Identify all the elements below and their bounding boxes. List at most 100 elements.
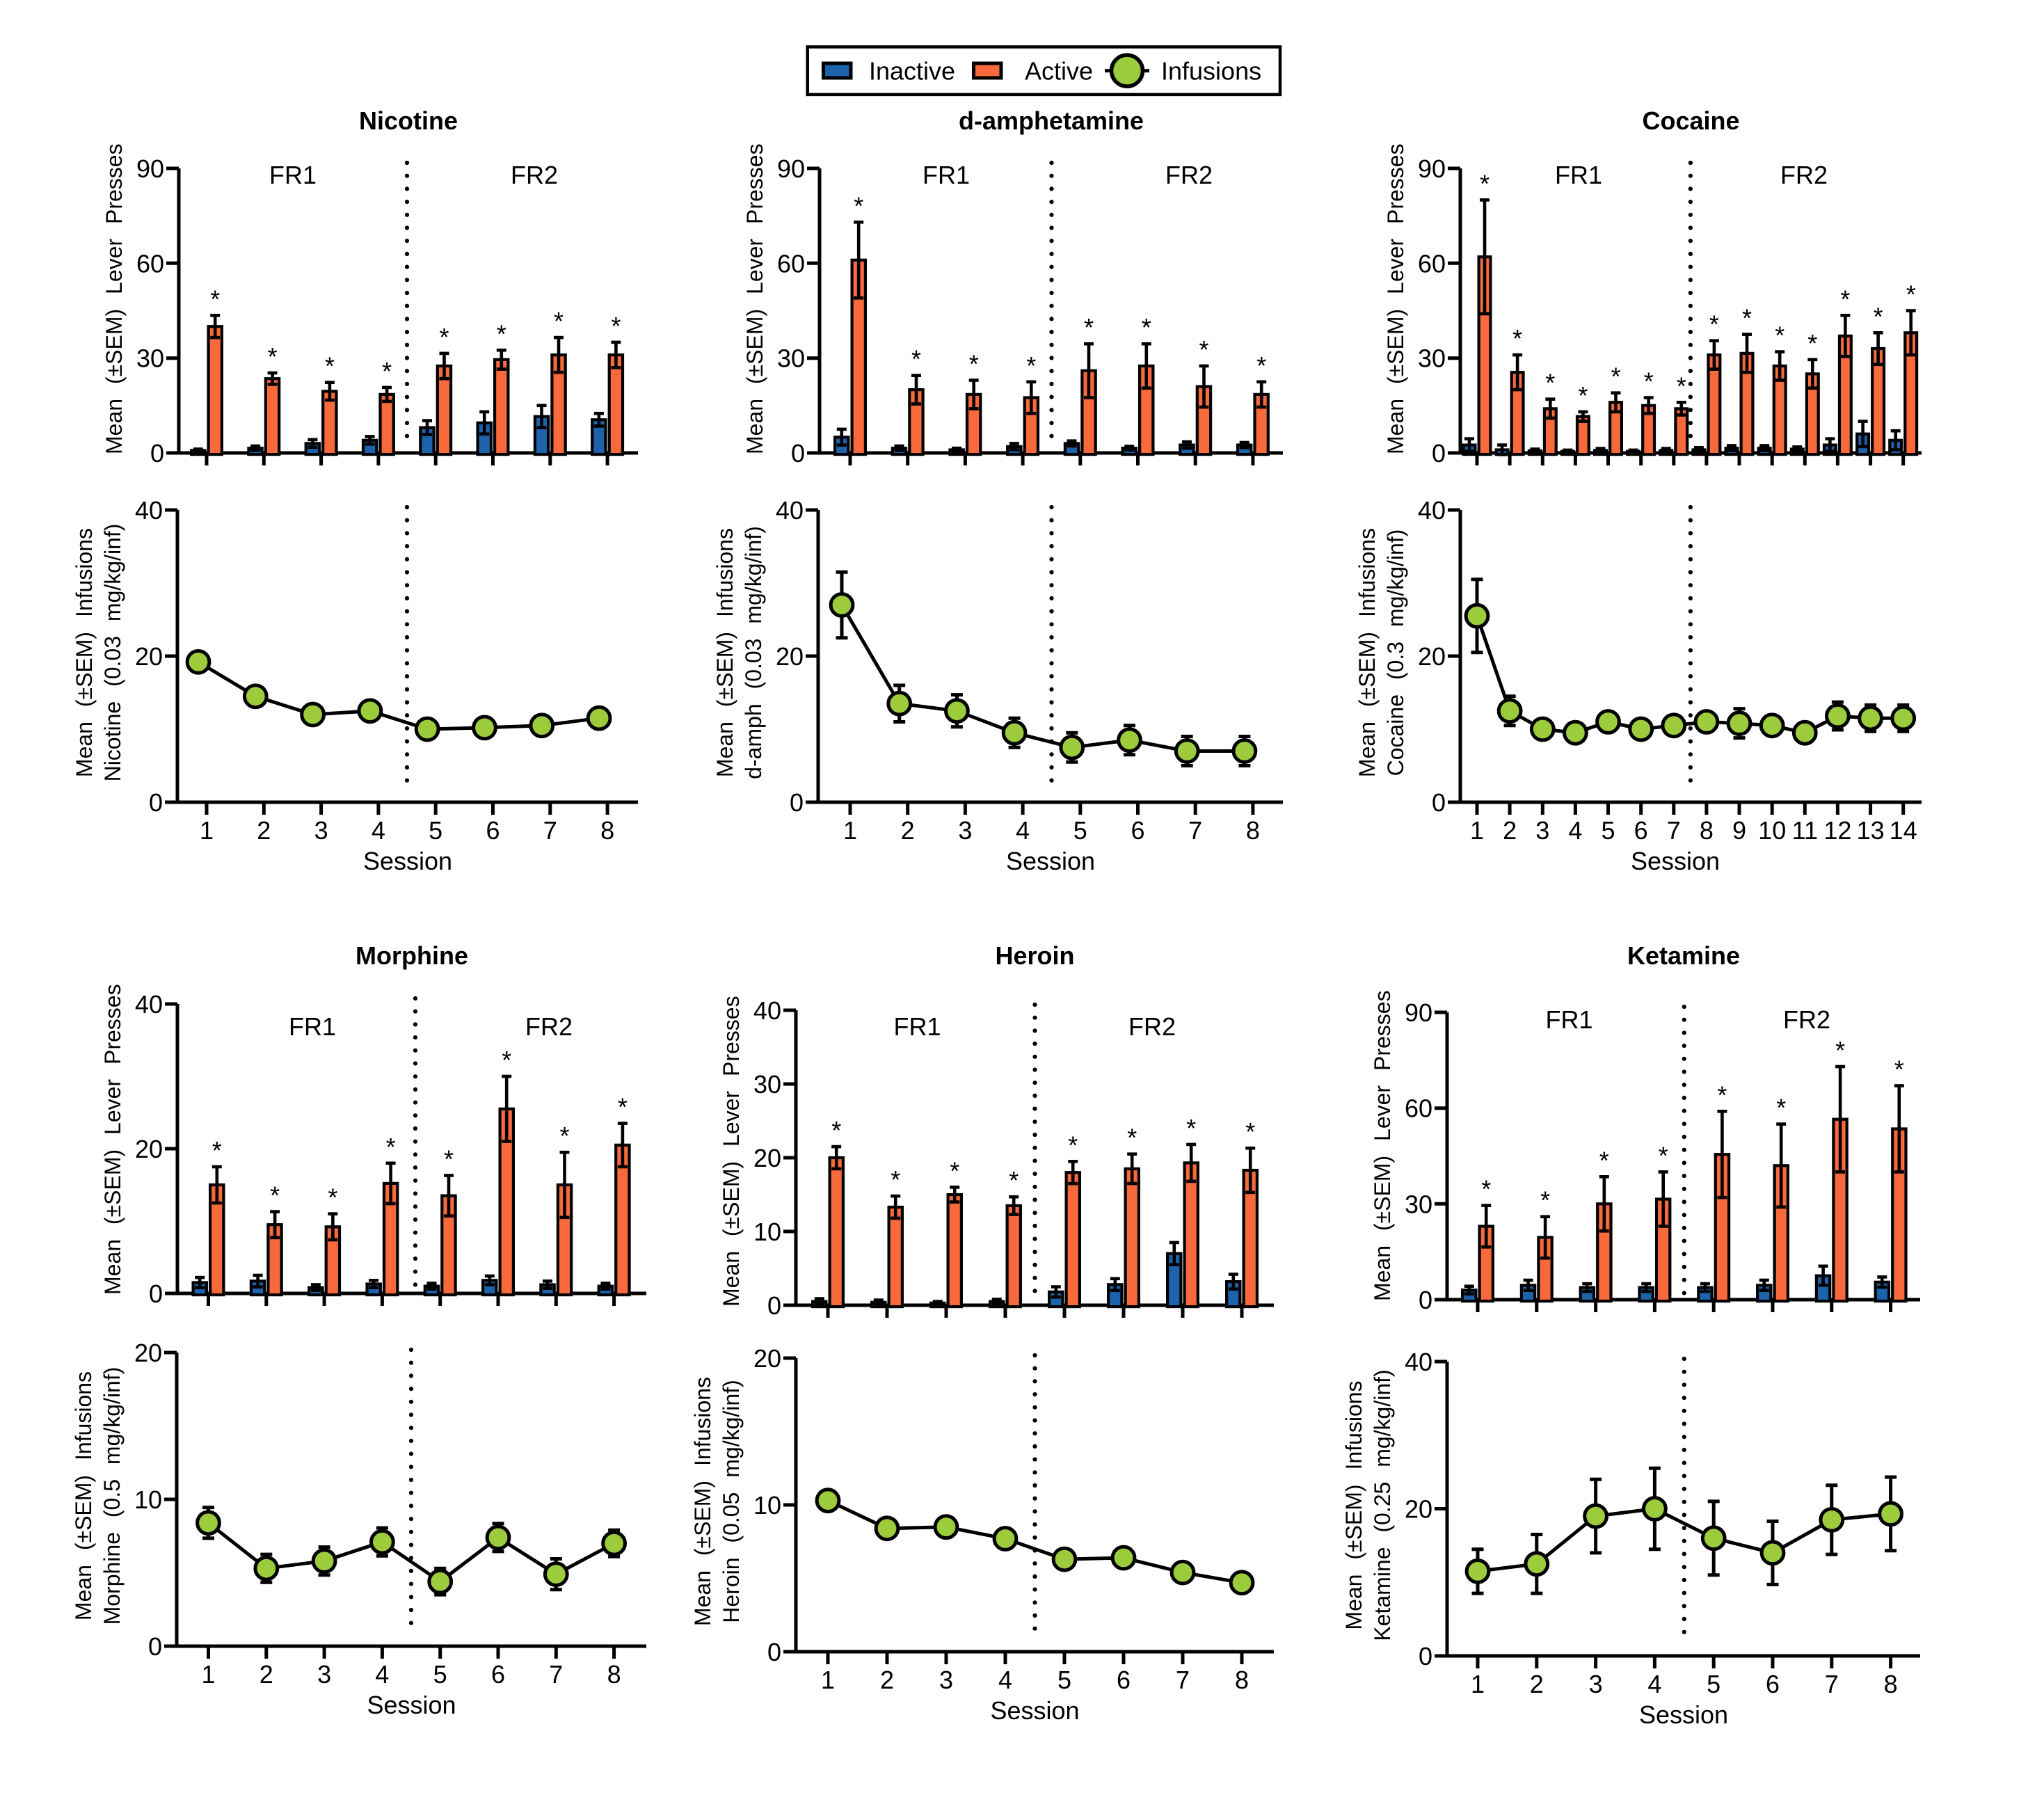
svg-text:0: 0 bbox=[149, 788, 163, 817]
svg-text:*: * bbox=[1256, 351, 1266, 380]
svg-text:6: 6 bbox=[1634, 816, 1648, 845]
svg-text:*: * bbox=[1807, 329, 1817, 358]
svg-text:FR2: FR2 bbox=[1780, 161, 1828, 189]
svg-text:40: 40 bbox=[776, 496, 804, 525]
svg-text:7: 7 bbox=[1667, 816, 1681, 845]
svg-text:40: 40 bbox=[135, 496, 163, 525]
svg-text:0: 0 bbox=[1432, 788, 1446, 817]
svg-text:2: 2 bbox=[1503, 816, 1517, 845]
svg-text:*: * bbox=[439, 323, 449, 351]
svg-text:*: * bbox=[1599, 1146, 1609, 1174]
svg-text:0: 0 bbox=[1419, 1286, 1432, 1314]
svg-text:Session: Session bbox=[367, 1691, 456, 1719]
svg-text:7: 7 bbox=[1188, 816, 1202, 845]
svg-text:*: * bbox=[1199, 335, 1208, 364]
svg-text:*: * bbox=[1709, 310, 1719, 339]
svg-text:*: * bbox=[1894, 1055, 1904, 1084]
svg-text:Mean (±SEM) Infusions: Mean (±SEM) Infusions bbox=[72, 528, 97, 777]
svg-text:3: 3 bbox=[958, 816, 972, 845]
svg-text:90: 90 bbox=[1418, 154, 1446, 183]
svg-text:Nicotine (0.03 mg/kg/inf): Nicotine (0.03 mg/kg/inf) bbox=[100, 524, 125, 782]
svg-text:*: * bbox=[559, 1122, 569, 1150]
svg-text:5: 5 bbox=[1707, 1670, 1720, 1698]
svg-text:Cocaine: Cocaine bbox=[1642, 106, 1739, 135]
svg-text:4: 4 bbox=[1568, 816, 1582, 845]
svg-text:13: 13 bbox=[1857, 816, 1885, 845]
svg-text:Session: Session bbox=[990, 1696, 1079, 1725]
svg-text:1: 1 bbox=[821, 1666, 835, 1694]
svg-text:20: 20 bbox=[135, 642, 163, 671]
svg-text:*: * bbox=[1481, 1175, 1491, 1204]
svg-text:40: 40 bbox=[1418, 496, 1446, 525]
svg-text:6: 6 bbox=[1131, 816, 1144, 845]
svg-text:0: 0 bbox=[767, 1638, 781, 1666]
svg-text:7: 7 bbox=[549, 1660, 563, 1689]
svg-text:30: 30 bbox=[777, 344, 805, 373]
svg-text:*: * bbox=[1644, 367, 1654, 396]
svg-text:9: 9 bbox=[1732, 816, 1746, 845]
svg-text:4: 4 bbox=[1016, 816, 1030, 845]
svg-text:20: 20 bbox=[753, 1144, 781, 1172]
svg-text:30: 30 bbox=[1418, 344, 1446, 373]
svg-text:FR2: FR2 bbox=[1783, 1005, 1830, 1034]
svg-text:Heroin (0.05 mg/kg/inf): Heroin (0.05 mg/kg/inf) bbox=[719, 1380, 744, 1622]
svg-text:*: * bbox=[1874, 302, 1883, 330]
svg-text:*: * bbox=[382, 357, 392, 385]
svg-text:*: * bbox=[611, 312, 621, 340]
svg-text:8: 8 bbox=[1235, 1666, 1249, 1694]
svg-text:20: 20 bbox=[134, 1339, 162, 1367]
svg-text:7: 7 bbox=[1825, 1670, 1839, 1698]
svg-text:10: 10 bbox=[753, 1491, 781, 1520]
svg-text:d-amphetamine: d-amphetamine bbox=[959, 106, 1144, 135]
svg-text:*: * bbox=[1084, 313, 1094, 342]
svg-text:Cocaine (0.3 mg/kg/inf): Cocaine (0.3 mg/kg/inf) bbox=[1383, 529, 1408, 776]
svg-text:Mean (±SEM) Infusions: Mean (±SEM) Infusions bbox=[1355, 528, 1380, 777]
svg-text:*: * bbox=[1512, 324, 1522, 353]
svg-text:10: 10 bbox=[134, 1485, 162, 1514]
svg-text:1: 1 bbox=[843, 816, 857, 845]
svg-text:*: * bbox=[554, 307, 564, 335]
svg-text:4: 4 bbox=[998, 1666, 1012, 1694]
svg-text:0: 0 bbox=[767, 1291, 781, 1320]
svg-text:Ketamine: Ketamine bbox=[1627, 941, 1740, 970]
svg-text:*: * bbox=[911, 345, 921, 374]
svg-text:10: 10 bbox=[753, 1218, 781, 1246]
svg-text:Morphine (0.5 mg/kg/inf): Morphine (0.5 mg/kg/inf) bbox=[99, 1367, 125, 1625]
svg-text:6: 6 bbox=[486, 816, 500, 845]
svg-text:5: 5 bbox=[1601, 816, 1615, 845]
svg-text:3: 3 bbox=[317, 1660, 331, 1689]
svg-text:Mean (±SEM) Infusions: Mean (±SEM) Infusions bbox=[712, 528, 737, 777]
svg-text:*: * bbox=[854, 191, 863, 220]
svg-text:FR2: FR2 bbox=[1165, 161, 1213, 189]
svg-text:2: 2 bbox=[1530, 1670, 1544, 1698]
svg-text:*: * bbox=[497, 319, 506, 348]
svg-text:*: * bbox=[891, 1165, 900, 1194]
svg-text:1: 1 bbox=[1470, 816, 1484, 845]
svg-text:6: 6 bbox=[1766, 1670, 1780, 1698]
svg-text:8: 8 bbox=[1700, 816, 1714, 845]
svg-text:*: * bbox=[1540, 1186, 1550, 1215]
svg-text:Mean (±SEM) Lever Presses: Mean (±SEM) Lever Presses bbox=[100, 984, 125, 1295]
svg-text:*: * bbox=[1611, 362, 1620, 391]
svg-text:90: 90 bbox=[777, 154, 805, 183]
svg-text:FR2: FR2 bbox=[511, 161, 558, 189]
svg-text:60: 60 bbox=[777, 249, 805, 278]
svg-text:20: 20 bbox=[1418, 642, 1446, 671]
svg-text:FR2: FR2 bbox=[1128, 1012, 1176, 1041]
svg-text:*: * bbox=[1659, 1141, 1668, 1170]
svg-text:*: * bbox=[444, 1145, 454, 1174]
svg-text:7: 7 bbox=[543, 816, 557, 845]
svg-text:30: 30 bbox=[136, 344, 164, 373]
svg-text:6: 6 bbox=[1117, 1666, 1131, 1694]
svg-text:FR1: FR1 bbox=[893, 1012, 941, 1041]
svg-text:d-amph (0.03 mg/kg/inf): d-amph (0.03 mg/kg/inf) bbox=[741, 526, 766, 779]
svg-text:*: * bbox=[969, 350, 979, 378]
svg-text:Nicotine: Nicotine bbox=[359, 106, 458, 135]
svg-text:*: * bbox=[1775, 321, 1784, 350]
svg-text:*: * bbox=[502, 1046, 511, 1074]
svg-text:60: 60 bbox=[136, 249, 164, 278]
svg-text:Session: Session bbox=[1639, 1700, 1728, 1729]
svg-text:0: 0 bbox=[791, 439, 805, 468]
svg-text:*: * bbox=[386, 1133, 396, 1161]
svg-text:0: 0 bbox=[1432, 439, 1446, 468]
